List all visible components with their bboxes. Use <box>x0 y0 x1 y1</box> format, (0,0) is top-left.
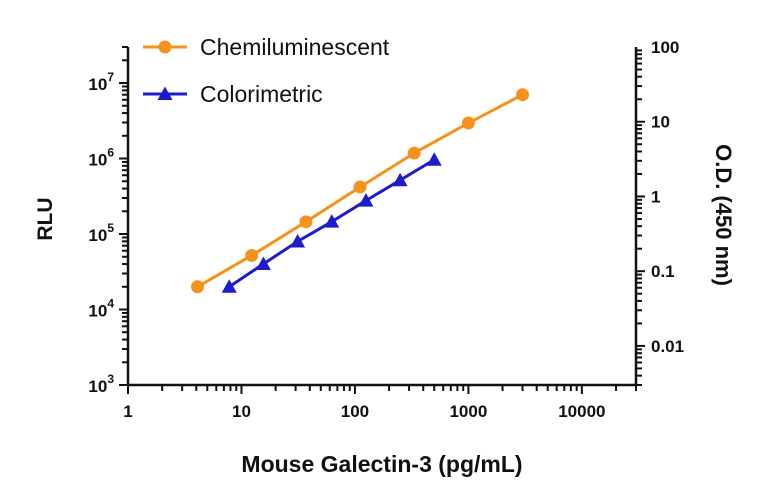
y-tick-label: 105 <box>88 221 114 245</box>
ticks: 1 10 100 1000 10000 103 104 105 106 107 0.01 0.1 1 10… <box>88 38 684 421</box>
colorimetric-point <box>324 214 340 228</box>
y2-tick-label: 10 <box>651 113 670 132</box>
legend: Chemiluminescent Colorimetric <box>143 34 390 107</box>
y2-tick-label: 100 <box>651 38 679 57</box>
x-tick-label: 100 <box>341 402 369 421</box>
axes <box>126 47 638 387</box>
colorimetric-point <box>392 172 408 187</box>
colorimetric-point <box>221 279 237 293</box>
chemiluminescent-point <box>353 180 367 194</box>
chemiluminescent-point <box>516 88 530 102</box>
y2-tick-label: 1 <box>651 187 660 206</box>
x-tick-label: 10 <box>232 402 251 421</box>
colorimetric-point <box>358 193 374 207</box>
y-axis-title: RLU <box>34 197 57 240</box>
chemiluminescent-point <box>461 116 475 130</box>
x-tick-label: 1000 <box>449 402 487 421</box>
y-tick-label: 107 <box>88 70 114 94</box>
colorimetric-point <box>290 233 306 248</box>
chemiluminescent-point <box>299 215 313 229</box>
series-layer <box>191 88 530 294</box>
x-axis-title: Mouse Galectin-3 (pg/mL) <box>241 451 522 477</box>
colorimetric-point <box>426 152 442 166</box>
y2-tick-label: 0.01 <box>651 337 684 356</box>
legend-circle-marker <box>158 40 172 54</box>
chemiluminescent-point <box>407 146 421 160</box>
chemiluminescent-point <box>245 248 259 262</box>
chemiluminescent-point <box>191 280 205 294</box>
colorimetric-point <box>255 256 271 270</box>
legend-label: Colorimetric <box>200 81 323 107</box>
y2-axis-title: O.D. (450 nm) <box>711 144 736 286</box>
y-tick-label: 103 <box>88 372 114 396</box>
x-tick-label: 1 <box>123 402 132 421</box>
y-tick-label: 106 <box>88 146 114 170</box>
x-tick-label: 10000 <box>558 402 605 421</box>
y2-tick-label: 0.1 <box>651 262 675 281</box>
y-tick-label: 104 <box>88 297 114 321</box>
legend-label: Chemiluminescent <box>200 34 390 60</box>
legend-triangle-marker <box>157 86 173 100</box>
